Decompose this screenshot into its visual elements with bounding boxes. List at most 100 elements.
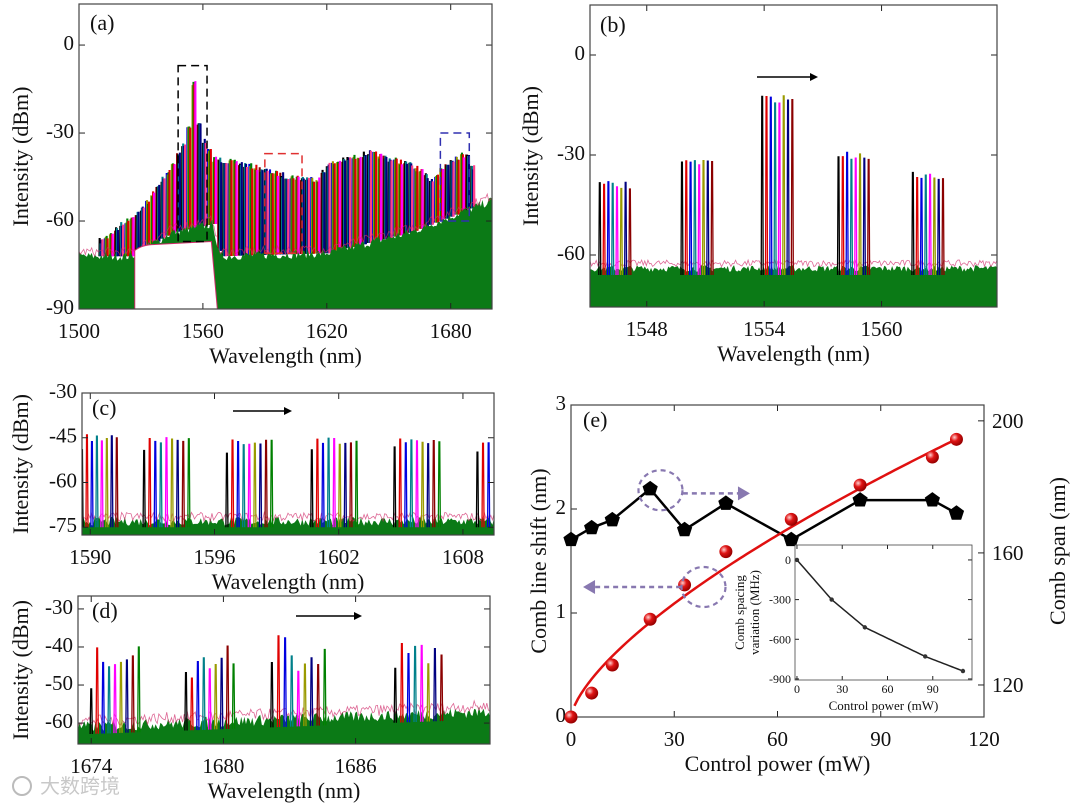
comb-line — [862, 157, 866, 276]
comb-line — [348, 157, 352, 249]
comb-line — [611, 182, 615, 276]
comb-line — [297, 176, 300, 255]
y-tick-label: -60 — [557, 241, 585, 265]
comb-span-line — [570, 487, 958, 542]
comb-line — [271, 173, 275, 255]
comb-line — [404, 442, 408, 528]
inset-point — [794, 557, 800, 563]
comb-line — [436, 174, 440, 223]
comb-line — [281, 172, 285, 255]
x-tick-label: 1674 — [70, 754, 113, 778]
x-tick-label: 1554 — [743, 317, 786, 341]
y-tick-label: 0 — [575, 41, 586, 65]
comb-line — [289, 655, 294, 727]
y-tick-label: -60 — [46, 207, 74, 231]
comb-line — [184, 672, 188, 731]
comb-line — [354, 158, 357, 247]
comb-line — [782, 95, 786, 276]
comb-line — [194, 81, 197, 229]
comb-line — [858, 153, 862, 276]
comb-line — [333, 163, 337, 252]
comb-line — [623, 181, 628, 276]
y-tick-label: -30 — [46, 119, 74, 143]
y-tick-label: -60 — [45, 709, 73, 733]
comb-line — [258, 443, 263, 528]
noise-floor — [590, 265, 997, 307]
shift-arrow — [296, 612, 362, 620]
y-axis-label: Intensity (dBm) — [8, 600, 33, 740]
comb-line — [457, 159, 460, 215]
y-tick-label: 2 — [556, 495, 567, 519]
comb-line — [142, 207, 145, 251]
comb-span-point — [604, 511, 620, 527]
comb-line — [437, 441, 442, 528]
comb-line — [937, 178, 941, 276]
comb-line — [773, 102, 777, 276]
comb-line — [316, 664, 320, 726]
panel-d-axes: 1674 1680 1686 -60 -50 -40 -30 — [45, 595, 491, 778]
comb-line — [867, 158, 871, 276]
comb-line — [416, 165, 419, 231]
y-tick-label: -60 — [49, 468, 77, 492]
comb-line — [911, 171, 915, 276]
comb-line — [178, 152, 182, 232]
comb-line — [693, 160, 697, 276]
comb-line — [190, 677, 194, 731]
x-tick-label: 120 — [968, 727, 1000, 751]
panel-a-plot — [79, 81, 492, 309]
y-tick-label: 0 — [64, 31, 75, 55]
x-tick-label: 90 — [870, 727, 891, 751]
comb-line — [152, 192, 156, 245]
comb-line — [302, 178, 306, 254]
arrow-head — [583, 580, 596, 594]
comb-line — [283, 637, 287, 727]
comb-line — [328, 162, 331, 254]
comb-line — [208, 668, 212, 730]
x-axis-label: Wavelength (nm) — [209, 343, 362, 368]
x-axis-label: Control power (mW) — [685, 751, 871, 776]
comb-line — [95, 435, 99, 528]
comb-line — [307, 177, 311, 254]
comb-line — [187, 438, 191, 528]
comb-line — [287, 179, 290, 255]
y-tick-label: 0 — [556, 703, 567, 727]
line-shift-point — [605, 658, 619, 672]
watermark: 大数跨境 — [40, 774, 120, 798]
shift-arrow — [233, 407, 292, 415]
comb-line — [82, 449, 84, 528]
comb-line — [405, 163, 409, 235]
comb-line — [261, 170, 264, 256]
x-tick-label: 1500 — [58, 319, 100, 343]
x-tick-label: 1560 — [182, 319, 224, 343]
comb-line — [199, 123, 202, 228]
comb-line — [157, 184, 161, 242]
y-tick-label: -40 — [45, 633, 73, 657]
inset-point — [960, 668, 966, 674]
panel-e-axes: 0 30 60 90 120 0 1 2 3 — [556, 391, 1000, 751]
comb-line — [225, 163, 228, 257]
comb-line — [85, 434, 89, 528]
comb-line — [269, 439, 274, 528]
comb-line — [253, 442, 257, 528]
comb-line — [323, 648, 327, 726]
comb-line — [168, 170, 171, 236]
y-tick-label: -30 — [45, 595, 73, 619]
comb-span-point — [676, 521, 693, 537]
comb-line — [915, 177, 919, 276]
highlight-box — [264, 152, 303, 255]
comb-line — [441, 169, 445, 221]
plot-frame — [570, 404, 985, 718]
comb-span-point — [852, 492, 868, 507]
comb-line — [786, 99, 790, 276]
highlight-box — [177, 64, 208, 243]
comb-line — [338, 160, 342, 251]
comb-line — [116, 230, 120, 257]
comb-line — [431, 181, 435, 225]
comb-line — [264, 439, 268, 528]
comb-line — [230, 160, 233, 256]
y-tick-label: -30 — [557, 141, 585, 165]
comb-line — [392, 446, 397, 528]
inset-point — [862, 625, 868, 630]
comb-line — [219, 657, 224, 730]
line-shift-point — [643, 612, 657, 626]
